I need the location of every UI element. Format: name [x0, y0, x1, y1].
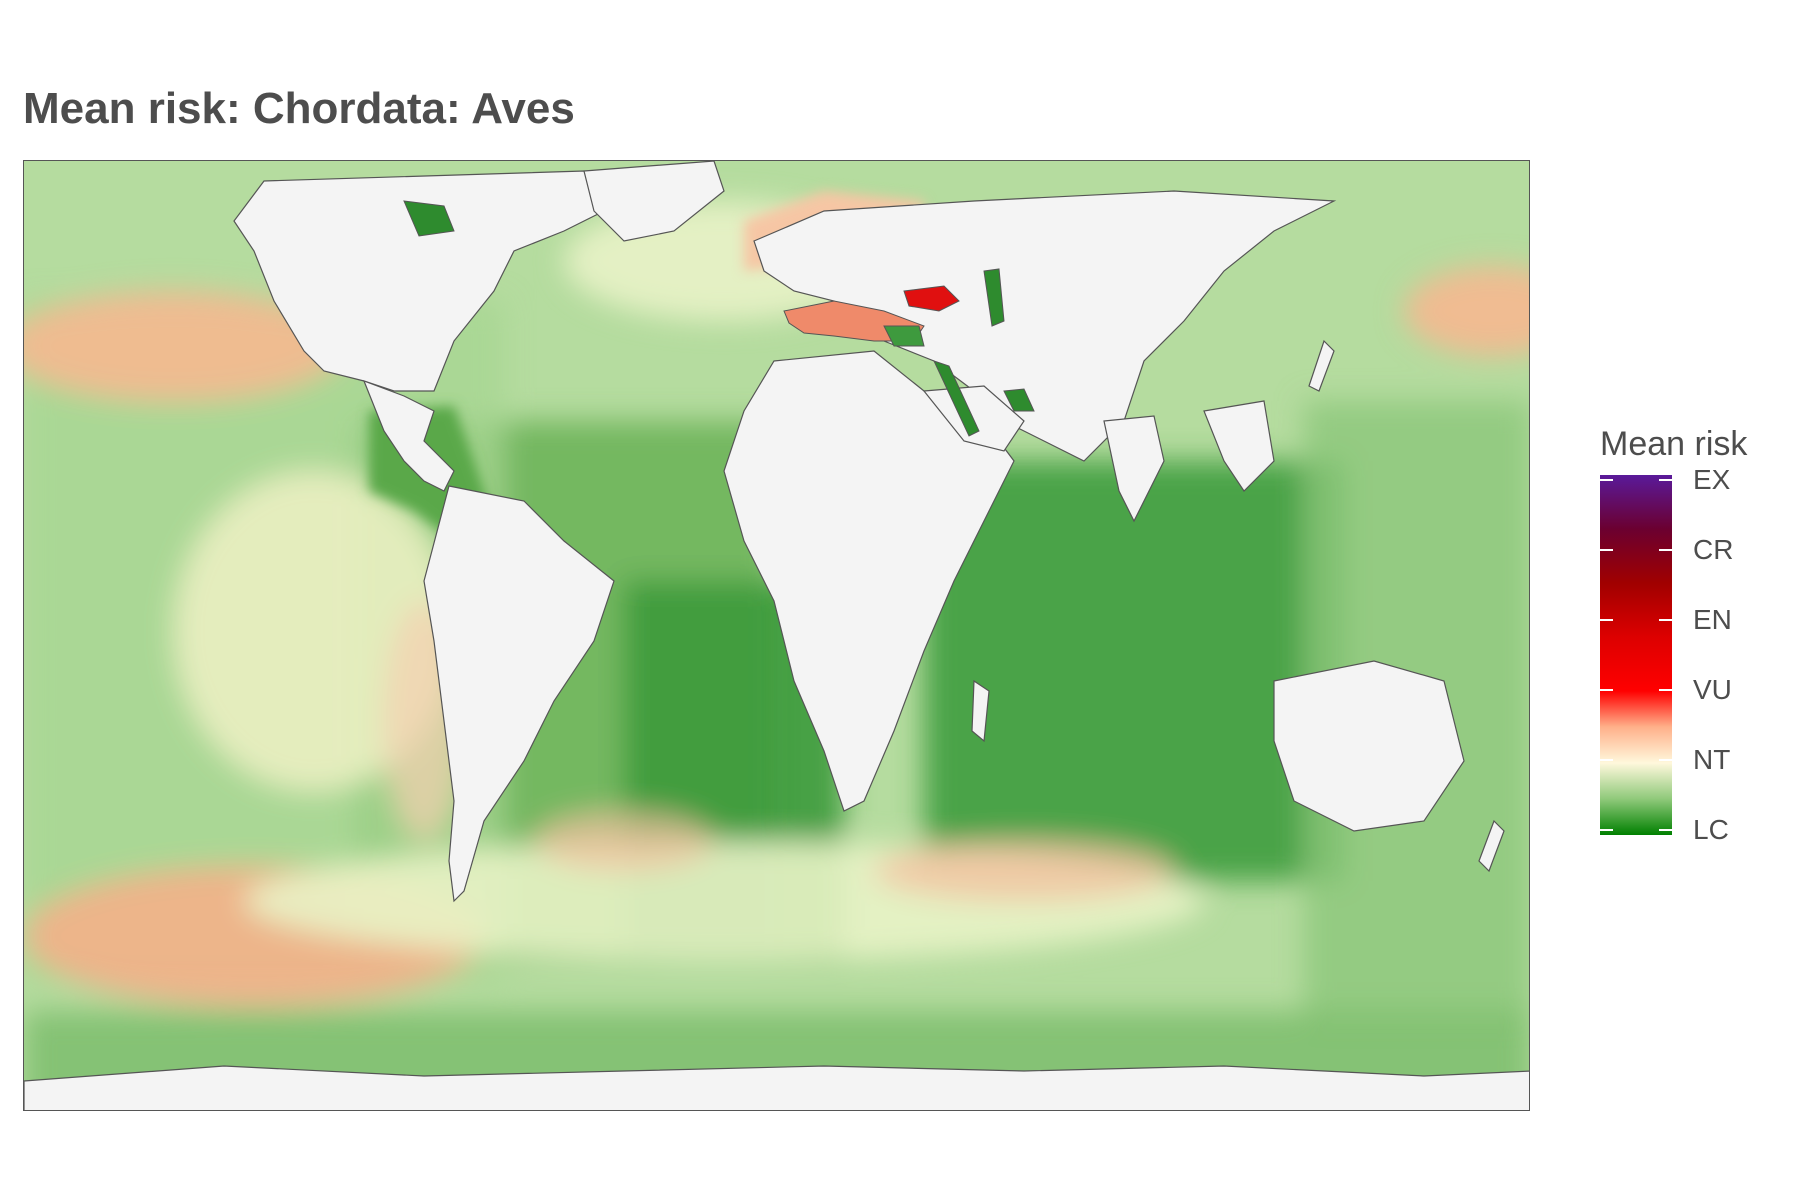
patch-south-indian-nt: [874, 841, 1174, 901]
legend-tick-left-ex: [1600, 479, 1613, 481]
legend-tick-left-nt: [1600, 759, 1613, 761]
land-central-america: [362, 379, 455, 492]
legend-tick-right-nt: [1659, 759, 1672, 761]
legend: Mean risk LC NT VU EN CR EX: [1600, 425, 1800, 845]
land-australia: [1273, 660, 1465, 832]
legend-tick-right-en: [1659, 619, 1672, 621]
legend-tick-left-cr: [1600, 549, 1613, 551]
high-risk-seas: [403, 200, 1035, 437]
legend-tick-right-lc: [1659, 829, 1672, 831]
red-sea: [933, 360, 980, 437]
land-greenland: [583, 161, 725, 242]
legend-tick-left-vu: [1600, 689, 1613, 691]
legend-title: Mean risk: [1600, 425, 1748, 463]
legend-label-lc: LC: [1693, 814, 1729, 845]
patch-northwest-pacific-nt: [1404, 266, 1529, 356]
land-new-zealand: [1478, 819, 1505, 873]
persian-gulf: [1003, 388, 1035, 412]
map-title: Mean risk: Chordata: Aves: [23, 84, 575, 133]
world-map: [24, 161, 1529, 1110]
patch-south-atlantic-nt: [534, 811, 714, 871]
legend-label-nt: NT: [1693, 744, 1731, 775]
legend-label-en: EN: [1693, 604, 1732, 635]
land-southeast-asia: [1203, 400, 1275, 492]
hudson-bay: [403, 200, 455, 237]
legend-colorbar: [1600, 475, 1672, 835]
land-india: [1103, 415, 1165, 523]
patch-indian-dark: [924, 461, 1344, 881]
legend-tick-right-vu: [1659, 689, 1672, 691]
land-masses: [24, 161, 1529, 1110]
legend-label-cr: CR: [1693, 534, 1734, 565]
legend-label-ex: EX: [1693, 464, 1731, 495]
patch-south-pacific-pale: [174, 471, 454, 791]
land-madagascar: [971, 679, 990, 743]
legend-label-vu: VU: [1693, 674, 1732, 705]
caspian-sea: [983, 268, 1005, 327]
legend-tick-right-ex: [1659, 479, 1672, 481]
legend-tick-left-lc: [1600, 829, 1613, 831]
legend-tick-right-cr: [1659, 549, 1672, 551]
land-antarctica: [24, 1065, 1529, 1110]
legend-tick-left-en: [1600, 619, 1613, 621]
land-japan: [1308, 339, 1335, 392]
land-arabia: [922, 385, 1025, 452]
land-south-america: [423, 485, 615, 903]
patch-north-pacific-nt: [24, 291, 344, 401]
map-panel: [23, 160, 1530, 1111]
black-sea: [903, 285, 960, 312]
land-north-america: [233, 170, 626, 392]
aegean-sea: [883, 325, 925, 347]
